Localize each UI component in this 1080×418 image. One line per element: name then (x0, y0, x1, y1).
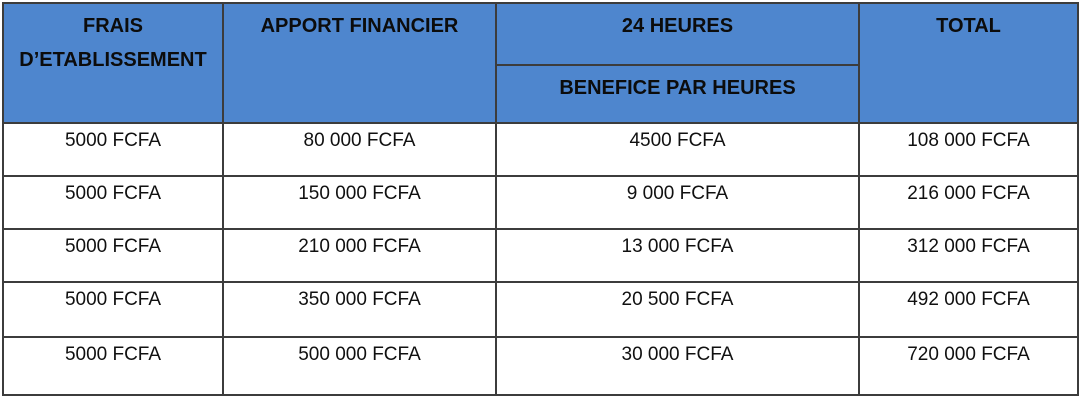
header-cell-24-heures: 24 HEURES (495, 2, 860, 66)
cell-frais: 5000 FCFA (2, 281, 224, 338)
cell-apport: 500 000 FCFA (222, 336, 497, 396)
cell-frais: 5000 FCFA (2, 336, 224, 396)
cell-total: 492 000 FCFA (858, 281, 1079, 338)
financial-table: FRAIS D’ETABLISSEMENT APPORT FINANCIER 2… (2, 2, 1079, 396)
cell-frais: 5000 FCFA (2, 175, 224, 230)
cell-benefice: 13 000 FCFA (495, 228, 860, 283)
header-cell-frais-etablissement: FRAIS D’ETABLISSEMENT (2, 2, 224, 124)
cell-apport: 350 000 FCFA (222, 281, 497, 338)
cell-frais: 5000 FCFA (2, 122, 224, 177)
cell-apport: 80 000 FCFA (222, 122, 497, 177)
table-header: FRAIS D’ETABLISSEMENT APPORT FINANCIER 2… (2, 2, 1079, 124)
table-row: 5000 FCFA 350 000 FCFA 20 500 FCFA 492 0… (2, 281, 1079, 338)
cell-total: 216 000 FCFA (858, 175, 1079, 230)
cell-total: 108 000 FCFA (858, 122, 1079, 177)
table-row: 5000 FCFA 500 000 FCFA 30 000 FCFA 720 0… (2, 336, 1079, 396)
cell-total: 720 000 FCFA (858, 336, 1079, 396)
financial-table-container: FRAIS D’ETABLISSEMENT APPORT FINANCIER 2… (2, 2, 1079, 396)
table-row: 5000 FCFA 150 000 FCFA 9 000 FCFA 216 00… (2, 175, 1079, 230)
cell-total: 312 000 FCFA (858, 228, 1079, 283)
header-cell-benefice-par-heures: BENEFICE PAR HEURES (495, 64, 860, 124)
cell-frais: 5000 FCFA (2, 228, 224, 283)
header-cell-total: TOTAL (858, 2, 1079, 124)
cell-apport: 150 000 FCFA (222, 175, 497, 230)
table-row: 5000 FCFA 80 000 FCFA 4500 FCFA 108 000 … (2, 122, 1079, 177)
cell-benefice: 20 500 FCFA (495, 281, 860, 338)
cell-benefice: 4500 FCFA (495, 122, 860, 177)
table-row: 5000 FCFA 210 000 FCFA 13 000 FCFA 312 0… (2, 228, 1079, 283)
cell-benefice: 30 000 FCFA (495, 336, 860, 396)
cell-benefice: 9 000 FCFA (495, 175, 860, 230)
header-cell-apport-financier: APPORT FINANCIER (222, 2, 497, 124)
cell-apport: 210 000 FCFA (222, 228, 497, 283)
table-body: 5000 FCFA 80 000 FCFA 4500 FCFA 108 000 … (2, 122, 1079, 396)
